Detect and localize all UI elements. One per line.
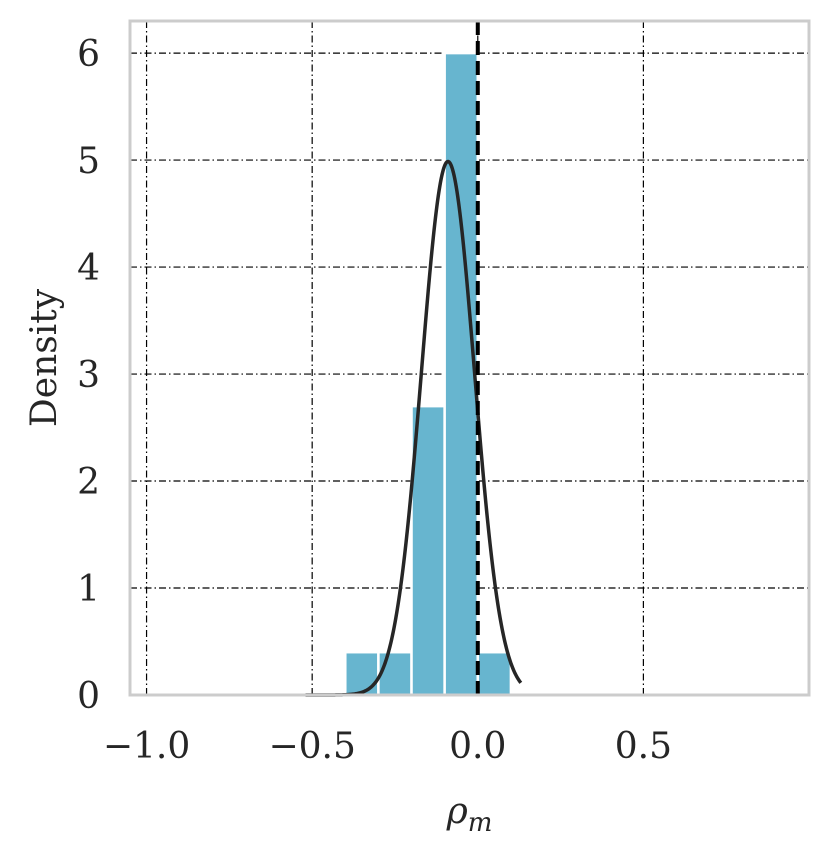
histogram-bar-1 xyxy=(377,650,413,697)
x-axis-label-subscript: m xyxy=(468,808,493,838)
plot-frame xyxy=(128,19,811,697)
bars xyxy=(344,51,513,697)
y-tick-label-0: 0 xyxy=(77,676,100,717)
y-tick-labels: 0 1 2 3 4 5 6 xyxy=(77,34,100,717)
x-axis-label: ρm xyxy=(446,791,493,838)
histogram-bar-4 xyxy=(476,650,513,697)
x-axis-label-symbol: ρ xyxy=(446,791,468,832)
y-tick-label-1: 1 xyxy=(77,569,100,610)
y-tick-label-4: 4 xyxy=(77,248,100,289)
histogram-bar-0 xyxy=(344,650,380,697)
x-tick-label-3: 0.5 xyxy=(615,726,672,767)
y-axis-label: Density xyxy=(24,288,65,427)
y-tick-label-6: 6 xyxy=(77,34,100,75)
y-tick-label-5: 5 xyxy=(77,141,100,182)
histogram-bar-3 xyxy=(443,51,480,697)
x-tick-label-0: −1.0 xyxy=(103,726,190,767)
x-tick-labels: −1.0 −0.5 0.0 0.5 xyxy=(103,726,672,767)
x-tick-label-1: −0.5 xyxy=(268,726,355,767)
x-tick-label-2: 0.0 xyxy=(449,726,506,767)
y-tick-label-3: 3 xyxy=(77,355,100,396)
histogram-bar-2 xyxy=(410,404,446,697)
y-tick-label-2: 2 xyxy=(77,462,100,503)
